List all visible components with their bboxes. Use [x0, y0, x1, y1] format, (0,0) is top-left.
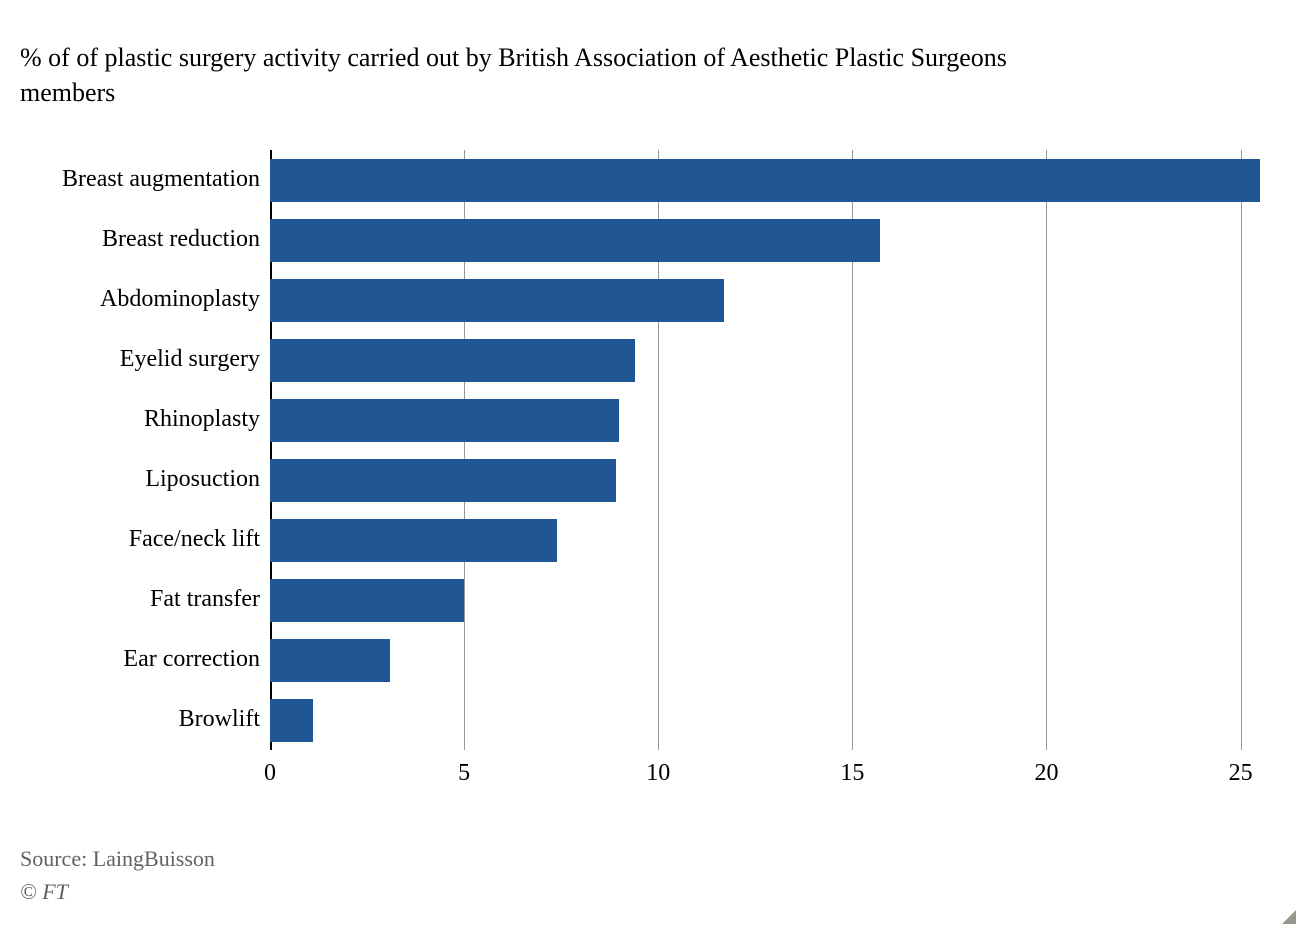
plot-area [270, 150, 1260, 750]
bar [270, 339, 635, 382]
bar [270, 699, 313, 742]
category-label: Abdominoplasty [40, 286, 260, 313]
source-label: Source: LaingBuisson [20, 842, 215, 875]
category-label: Breast reduction [40, 226, 260, 253]
category-label: Liposuction [40, 466, 260, 493]
chart-container: % of of plastic surgery activity carried… [0, 0, 1300, 928]
bar [270, 219, 880, 262]
bar [270, 519, 557, 562]
copyright-label: © FT [20, 875, 215, 908]
bar [270, 159, 1260, 202]
category-label: Browlift [40, 706, 260, 733]
gridline [1046, 150, 1047, 750]
bar [270, 579, 464, 622]
x-tick-label: 15 [840, 760, 864, 787]
x-tick-label: 20 [1034, 760, 1058, 787]
bar [270, 639, 390, 682]
category-label: Rhinoplasty [40, 406, 260, 433]
x-axis: 0510152025 [270, 750, 1260, 800]
x-tick-label: 0 [264, 760, 276, 787]
gridline [1241, 150, 1242, 750]
category-label: Ear correction [40, 646, 260, 673]
x-tick-label: 10 [646, 760, 670, 787]
category-label: Fat transfer [40, 586, 260, 613]
x-tick-label: 25 [1229, 760, 1253, 787]
category-label: Eyelid surgery [40, 346, 260, 373]
x-tick-label: 5 [458, 760, 470, 787]
chart-area: 0 5 10 15 20 25 Breast augmentation Breast red… [40, 150, 1270, 800]
bar [270, 459, 616, 502]
category-label: Face/neck lift [40, 526, 260, 553]
bar [270, 279, 724, 322]
chart-footer: Source: LaingBuisson © FT [20, 842, 215, 908]
resize-handle-icon[interactable] [1282, 910, 1296, 924]
bar [270, 399, 619, 442]
category-label: Breast augmentation [40, 166, 260, 193]
chart-title: % of of plastic surgery activity carried… [20, 40, 1020, 110]
